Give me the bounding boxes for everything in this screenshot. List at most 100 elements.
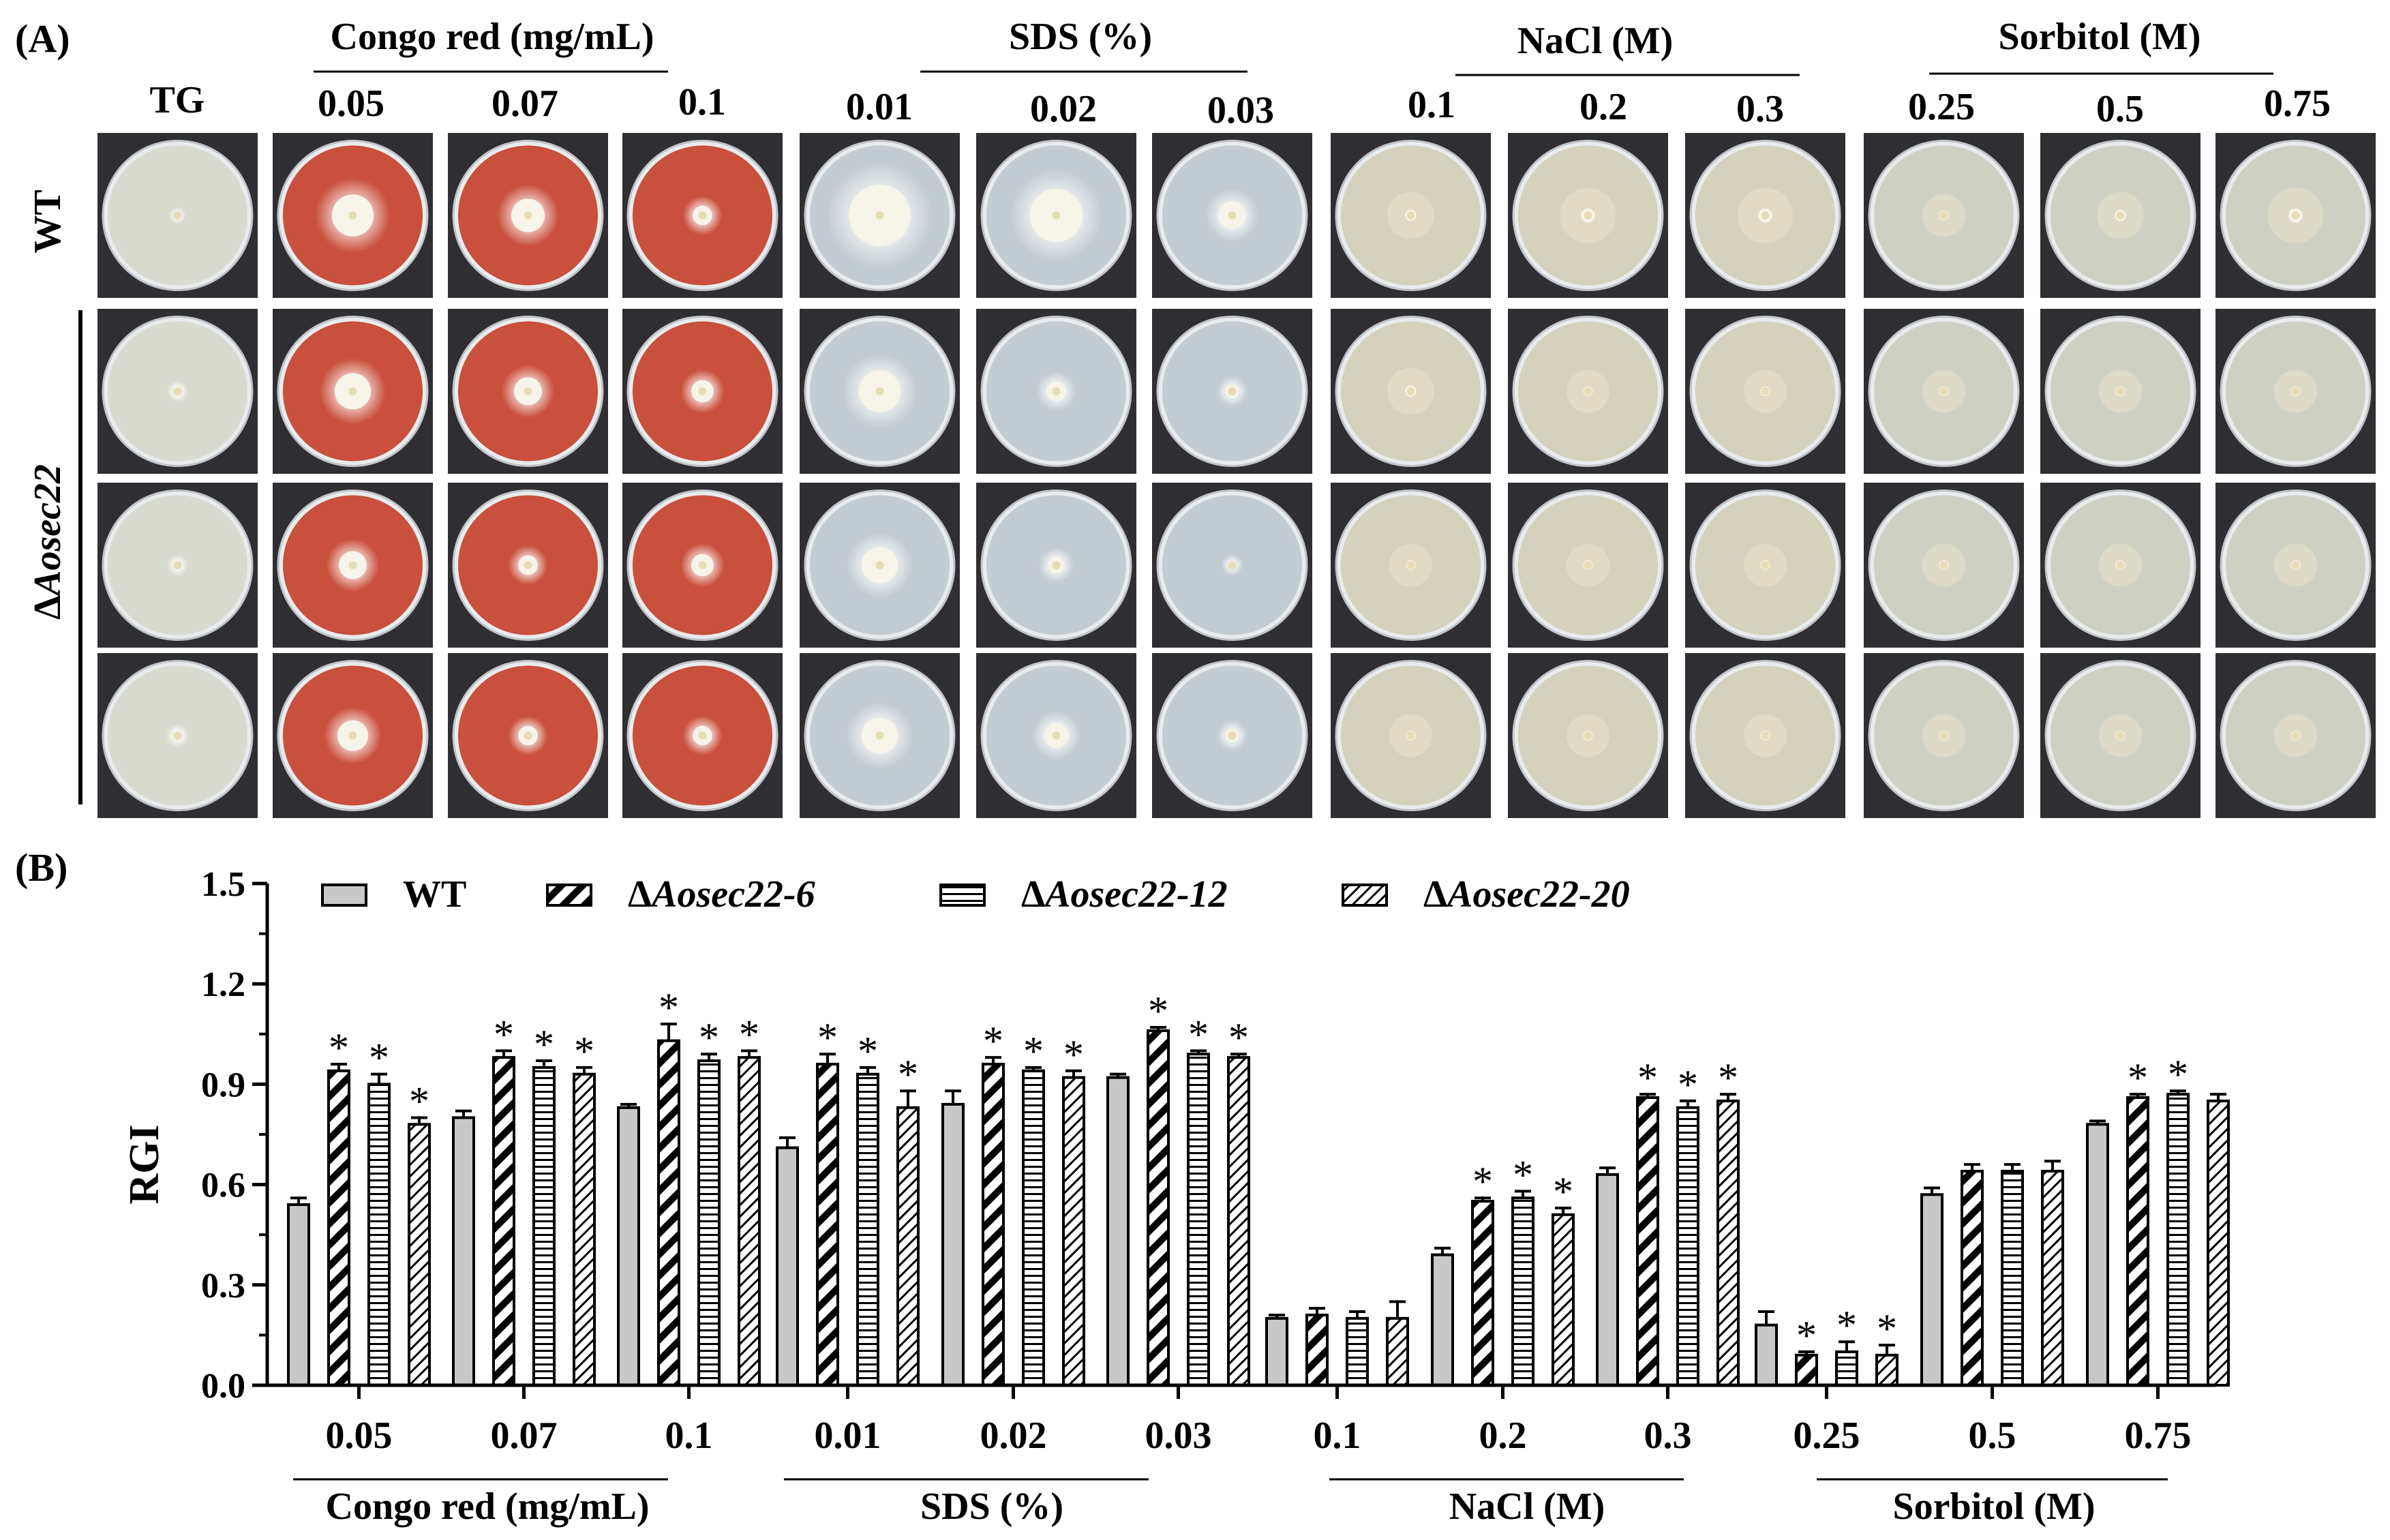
bar-1-8	[1636, 1096, 1659, 1387]
plate-photo	[1685, 653, 1845, 818]
inoculum-plug	[1761, 387, 1770, 395]
legend-label-name: Aosec22-12	[1043, 873, 1228, 916]
plate-grid	[97, 133, 2376, 818]
bar-3-1	[573, 1072, 596, 1387]
inoculum-plug	[524, 731, 532, 740]
bar-1-11	[2126, 1096, 2149, 1387]
significance-star: *	[858, 1029, 878, 1074]
column-label-1: 0.05	[318, 82, 384, 125]
group-title-0: Congo red (mg/mL)	[331, 16, 654, 58]
legend-swatch-0	[321, 884, 367, 907]
inoculum-plug	[2291, 387, 2300, 395]
significance-star: *	[1718, 1055, 1738, 1100]
plate-photo	[1331, 133, 1491, 298]
plate-photo	[1508, 483, 1668, 648]
inoculum-plug	[1052, 731, 1061, 740]
significance-star: *	[983, 1018, 1003, 1063]
column-label-6: 0.03	[1207, 89, 1274, 132]
bar-3-10	[2041, 1169, 2064, 1387]
column-label-3: 0.1	[678, 81, 726, 123]
plate-photo	[97, 483, 258, 648]
plate-photo	[1331, 309, 1491, 474]
bar-1-6	[1305, 1313, 1329, 1387]
legend-label-prefix: Δ	[628, 873, 652, 916]
legend-swatch-1	[546, 884, 592, 907]
plate-photo	[1508, 133, 1668, 298]
inoculum-plug	[1406, 387, 1415, 395]
bar-2-6	[1346, 1316, 1369, 1387]
legend-label-prefix: Δ	[1021, 873, 1045, 916]
bar-1-3	[816, 1062, 839, 1387]
column-labels: TG 0.05 0.07 0.1 0.01 0.02 0.03 0.1 0.2 0.3 0.25 0.…	[150, 79, 2331, 132]
bar-1-7	[1471, 1200, 1494, 1387]
plate-photo	[1152, 309, 1312, 474]
plate-photo	[2215, 653, 2376, 818]
inoculum-plug	[2116, 731, 2125, 740]
column-label-2: 0.07	[491, 82, 558, 125]
inoculum-plug	[1228, 211, 1237, 220]
significance-star: *	[1678, 1062, 1698, 1107]
plate-photo	[448, 133, 608, 298]
plate-photo	[2215, 483, 2376, 648]
inoculum-plug	[1761, 561, 1770, 569]
bar-chart: 0.0 0.3 0.6 0.9 1.2 1.5 RGI * * * * * * * * * * * * * * * * * * *…	[121, 865, 2230, 1528]
inoculum-plug	[1406, 211, 1415, 220]
inoculum-plug	[1584, 561, 1592, 569]
plate-photo	[622, 653, 783, 818]
inoculum-plug	[173, 387, 182, 395]
row-label-mutant-name: Aosec22	[27, 464, 69, 598]
bar-2-2	[697, 1059, 721, 1387]
plate-photo	[1152, 483, 1312, 648]
inoculum-plug	[1228, 731, 1237, 740]
bar-2-10	[2001, 1169, 2024, 1387]
bar-3-4	[1062, 1076, 1085, 1387]
plate-photo	[273, 309, 433, 474]
plate-photo	[976, 653, 1136, 818]
inoculum-plug	[1761, 731, 1770, 740]
plate-photo	[800, 133, 960, 298]
inoculum-plug	[524, 387, 532, 395]
y-tick-label: 1.2	[201, 965, 245, 1004]
y-axis-title: RGI	[121, 1124, 168, 1204]
y-tick-label: 0.0	[201, 1367, 245, 1406]
plate-photo	[448, 309, 608, 474]
bar-0-1	[452, 1116, 475, 1387]
bar-1-10	[1961, 1169, 1984, 1387]
legend-swatch-2	[939, 884, 986, 907]
significance-star: *	[1228, 1015, 1249, 1060]
plate-photo	[273, 483, 433, 648]
inoculum-plug	[2291, 211, 2300, 220]
bar-0-11	[2086, 1123, 2109, 1387]
bar-1-1	[492, 1056, 515, 1387]
plate-photo	[1508, 309, 1668, 474]
bar-2-3	[856, 1072, 879, 1387]
inoculum-plug	[875, 387, 884, 395]
bar-0-10	[1920, 1193, 1943, 1387]
legend-label-name: Aosec22-20	[1445, 873, 1630, 916]
plate-photo	[448, 653, 608, 818]
plate-photo	[1508, 653, 1668, 818]
group-title-1: SDS (%)	[1009, 16, 1152, 58]
legend-swatch-3	[1342, 884, 1388, 907]
inoculum-plug	[1052, 211, 1061, 220]
plate-photo	[97, 309, 258, 474]
plate-photo	[1864, 133, 2024, 298]
inoculum-plug	[173, 211, 182, 220]
bar-0-7	[1431, 1253, 1454, 1387]
inoculum-plug	[348, 387, 357, 395]
x-tick-label-0: 0.05	[326, 1415, 393, 1457]
inoculum-plug	[698, 561, 707, 569]
x-tick-label-5: 0.03	[1145, 1415, 1212, 1457]
plate-photo	[976, 483, 1136, 648]
plate-photo	[97, 133, 258, 298]
inoculum-plug	[348, 561, 357, 569]
plate-photo	[1864, 653, 2024, 818]
bar-1-0	[327, 1069, 350, 1387]
significance-star: *	[2168, 1052, 2188, 1097]
plate-photo	[622, 483, 783, 648]
significance-star: *	[1188, 1012, 1209, 1057]
column-label-10: 0.25	[1908, 86, 1975, 128]
significance-star: *	[534, 1022, 554, 1067]
bar-2-1	[532, 1066, 556, 1387]
